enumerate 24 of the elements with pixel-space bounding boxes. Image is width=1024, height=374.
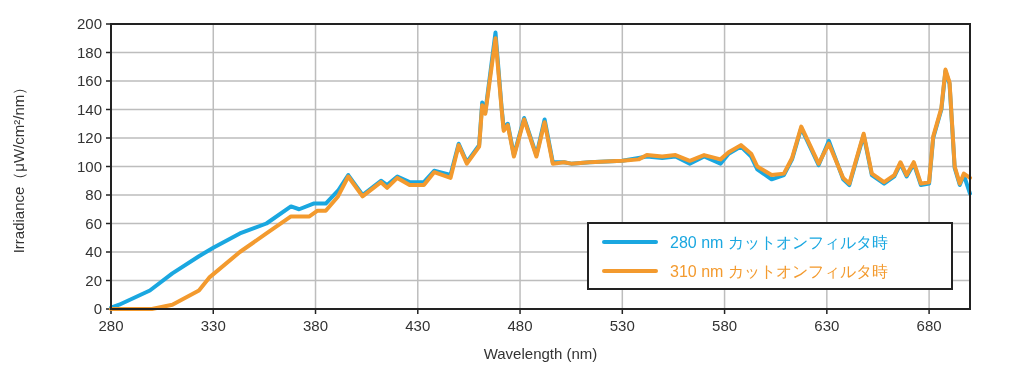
x-tick-label: 680 — [916, 317, 942, 334]
y-tick-label: 120 — [76, 129, 102, 146]
y-tick-label: 100 — [76, 157, 102, 175]
y-tick-label: 0 — [93, 300, 102, 317]
y-tick-label: 40 — [85, 243, 102, 260]
x-tick-label: 630 — [814, 317, 840, 334]
x-tick-label: 480 — [507, 317, 533, 334]
x-tick-label: 330 — [200, 317, 226, 334]
y-tick-label: 140 — [76, 100, 102, 118]
x-tick-label: 530 — [609, 317, 635, 334]
x-tick-label: 580 — [712, 317, 738, 334]
y-axis-title: Irradiance（μW/cm²/nm） — [10, 79, 27, 254]
y-tick-label: 200 — [76, 15, 102, 32]
y-tick-label: 80 — [85, 186, 102, 203]
x-axis-title: Wavelength (nm) — [483, 345, 598, 362]
x-tick-label: 380 — [303, 317, 329, 334]
y-tick-label: 60 — [85, 214, 102, 232]
x-tick-label: 430 — [405, 317, 431, 334]
y-tick-label: 20 — [85, 271, 102, 289]
y-tick-label: 180 — [76, 43, 102, 61]
legend-label: 280 nm カットオンフィルタ時 — [670, 234, 888, 251]
x-tick-label: 280 — [98, 317, 124, 334]
legend-label: 310 nm カットオンフィルタ時 — [670, 263, 888, 280]
y-tick-label: 160 — [76, 72, 102, 89]
